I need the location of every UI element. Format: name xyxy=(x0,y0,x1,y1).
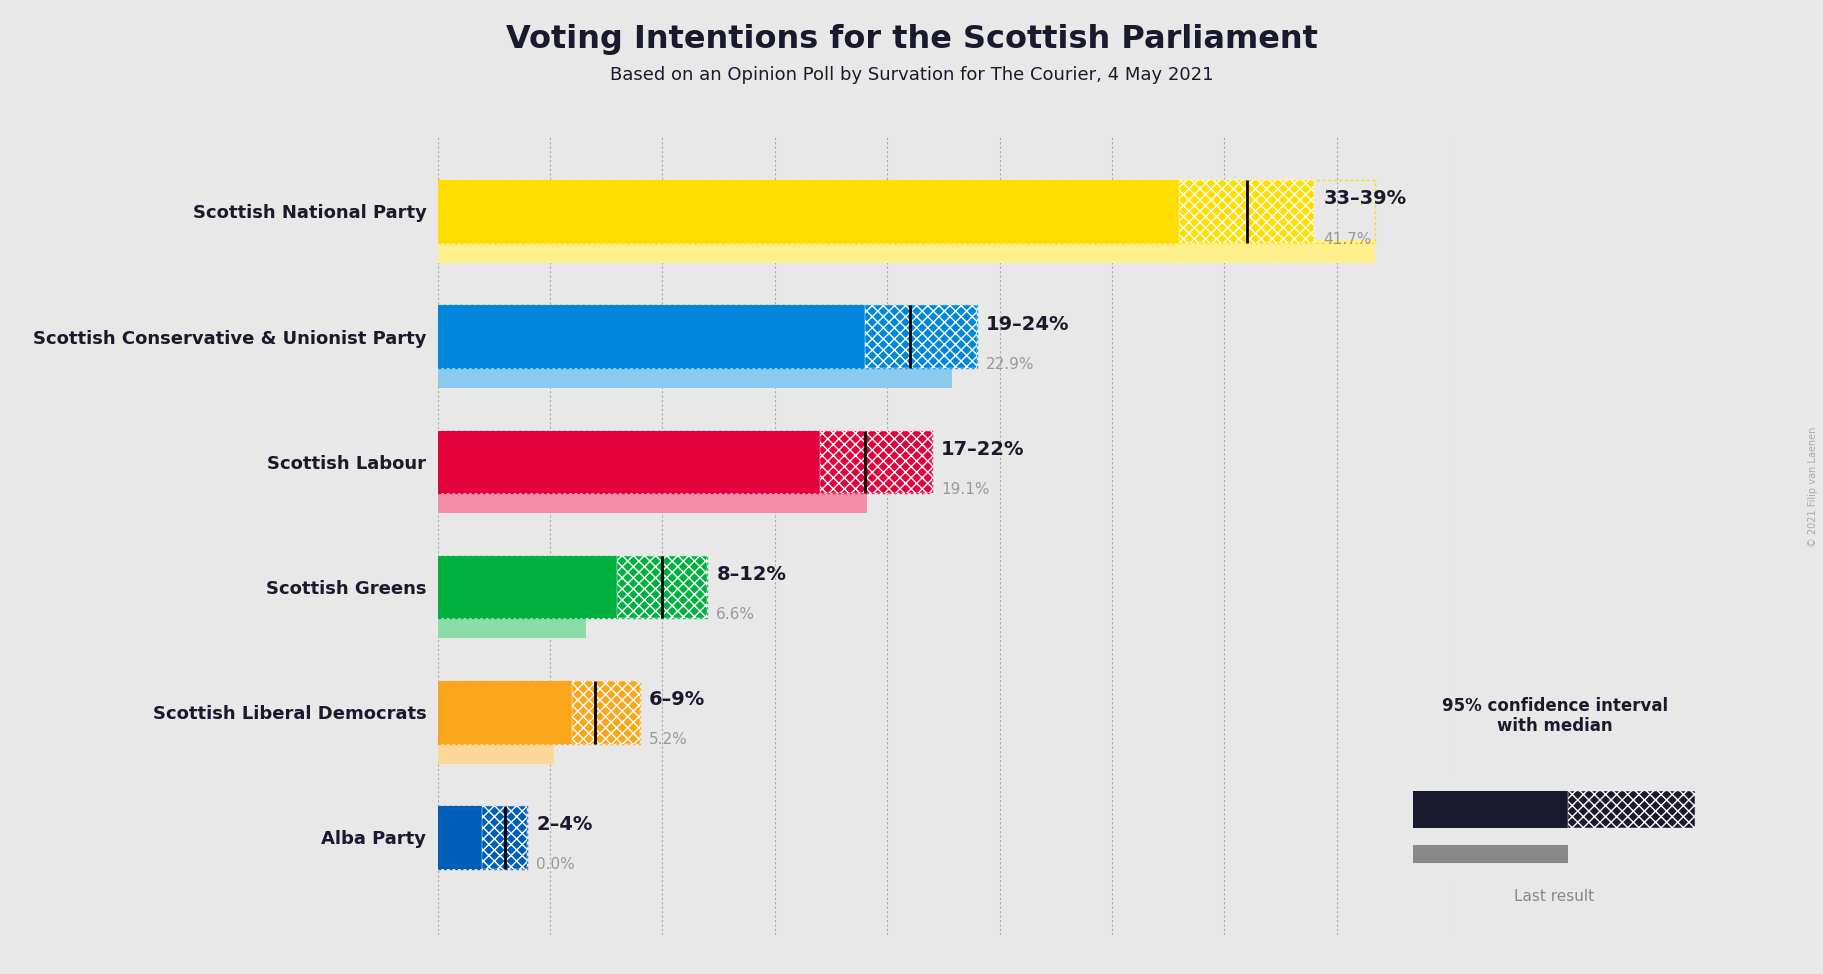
Text: 6.6%: 6.6% xyxy=(716,607,755,622)
Text: 0.0%: 0.0% xyxy=(536,857,576,873)
Text: 19–24%: 19–24% xyxy=(986,315,1070,334)
Bar xyxy=(438,616,585,638)
Bar xyxy=(483,806,527,869)
Bar xyxy=(438,556,618,618)
Text: Voting Intentions for the Scottish Parliament: Voting Intentions for the Scottish Parli… xyxy=(505,24,1318,56)
Text: 41.7%: 41.7% xyxy=(1323,232,1371,246)
Text: 5.2%: 5.2% xyxy=(649,732,687,747)
Bar xyxy=(572,681,640,743)
Bar xyxy=(438,741,554,764)
Text: 22.9%: 22.9% xyxy=(986,356,1035,372)
Bar xyxy=(438,806,527,869)
Bar xyxy=(438,431,932,493)
Text: Based on an Opinion Poll by Survation for The Courier, 4 May 2021: Based on an Opinion Poll by Survation fo… xyxy=(609,66,1214,84)
Text: 2–4%: 2–4% xyxy=(536,815,592,835)
Bar xyxy=(438,306,977,368)
Bar xyxy=(438,180,1179,243)
Bar xyxy=(1413,791,1568,828)
Text: Last result: Last result xyxy=(1515,888,1593,904)
Bar xyxy=(1568,791,1695,828)
Bar xyxy=(438,431,820,493)
Bar xyxy=(618,556,707,618)
Bar xyxy=(1179,180,1314,243)
Bar xyxy=(438,241,1375,263)
Text: 33–39%: 33–39% xyxy=(1323,190,1407,208)
Text: 6–9%: 6–9% xyxy=(649,691,706,709)
Bar xyxy=(438,556,707,618)
Text: 8–12%: 8–12% xyxy=(716,565,786,584)
Text: © 2021 Filip van Laenen: © 2021 Filip van Laenen xyxy=(1808,427,1818,547)
Text: 95% confidence interval
with median: 95% confidence interval with median xyxy=(1442,696,1668,735)
Bar xyxy=(438,681,572,743)
Bar xyxy=(438,681,640,743)
Text: 19.1%: 19.1% xyxy=(941,482,990,497)
Bar xyxy=(438,180,1375,243)
Text: 17–22%: 17–22% xyxy=(941,440,1025,459)
Bar xyxy=(438,491,868,513)
Bar xyxy=(864,306,977,368)
Bar xyxy=(1413,844,1568,863)
Bar xyxy=(820,431,932,493)
Bar xyxy=(438,365,952,388)
Bar xyxy=(438,806,483,869)
Bar xyxy=(438,306,864,368)
